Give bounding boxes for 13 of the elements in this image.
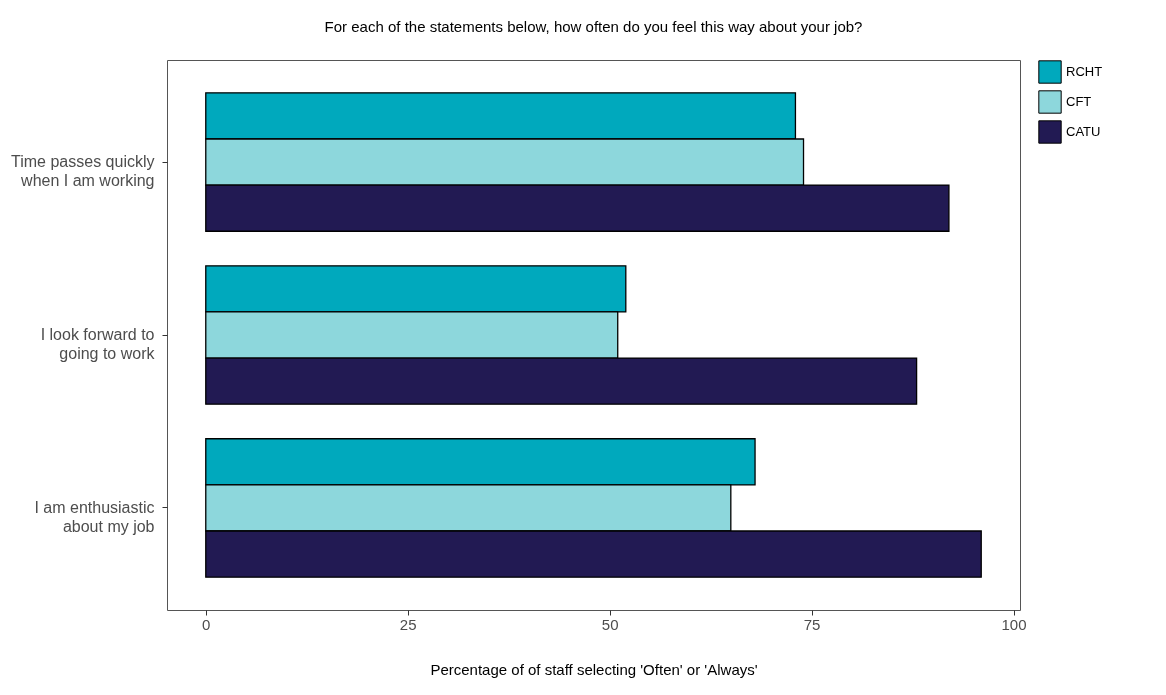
x-tick-label: 75 [803,615,821,633]
chart-title: For each of the statements below, how often do you feel this way about your job? [324,18,863,35]
x-tick-label: 100 [1001,615,1027,633]
x-axis-title: Percentage of of staff selecting 'Often' or 'Always' [430,660,758,678]
y-tick-label: I am enthusiastic about my job [34,498,155,535]
y-tick-label: Time passes quickly when I am working [11,153,155,190]
legend-label: RCHT [1066,64,1103,79]
x-tick-label: 0 [202,615,211,633]
legend-label: CFT [1066,94,1092,109]
x-tick-label: 25 [399,615,417,633]
x-tick-label: 50 [601,615,619,633]
legend-label: CATU [1066,124,1101,139]
y-tick-label: I look forward to going to work [40,326,156,362]
